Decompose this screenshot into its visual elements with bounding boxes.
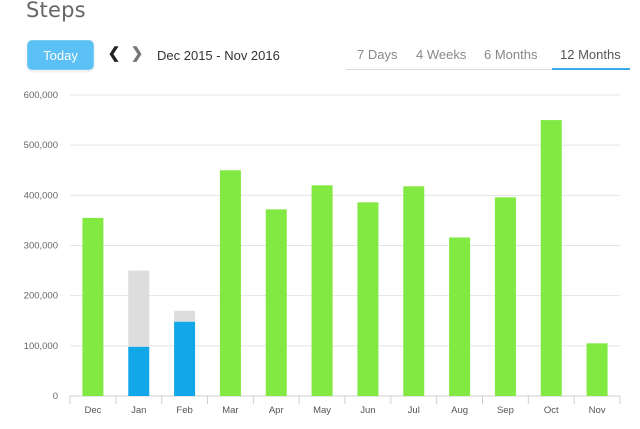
y-tick-label: 500,000 [24, 140, 58, 151]
bar [494, 197, 516, 396]
tab-12-months[interactable]: 12 Months [560, 47, 621, 62]
date-range-label: Dec 2015 - Nov 2016 [157, 48, 280, 63]
y-tick-label: 300,000 [24, 241, 58, 252]
bar [357, 202, 379, 396]
y-tick-label: 100,000 [24, 341, 58, 352]
y-tick-label: 200,000 [24, 291, 58, 302]
bar [540, 120, 562, 397]
y-tick-label: 400,000 [24, 190, 58, 201]
chevron-right-icon[interactable]: ❯ [130, 45, 144, 62]
bar-highlight [128, 346, 150, 396]
tab-6-months[interactable]: 6 Months [484, 47, 538, 62]
x-tick-label: Nov [589, 405, 606, 416]
x-tick-label: Dec [84, 405, 101, 416]
bar [219, 170, 241, 396]
y-tick-label: 0 [53, 391, 58, 402]
bar [586, 343, 608, 396]
x-tick-label: Feb [176, 405, 192, 416]
bar-remainder [174, 310, 196, 322]
chevron-left-icon[interactable]: ❮ [107, 45, 121, 62]
y-tick-label: 600,000 [24, 90, 58, 101]
steps-bar-chart: 0 100,000 200,000 300,000 400,000 500,000 600,… [24, 90, 621, 416]
bar [82, 217, 104, 396]
page-title: Steps [26, 0, 86, 22]
x-tick-label: Sep [497, 405, 514, 416]
x-tick-label: Jan [131, 405, 146, 416]
bar [265, 209, 287, 396]
tab-4-weeks[interactable]: 4 Weeks [416, 47, 467, 62]
x-tick-label: Apr [269, 405, 284, 416]
bar-highlight [174, 321, 196, 396]
x-tick-label: May [313, 405, 331, 416]
bar [449, 237, 471, 396]
bar-remainder [128, 270, 150, 347]
x-tick-label: Mar [222, 405, 238, 416]
bar [403, 186, 425, 396]
x-tick-label: Jun [360, 405, 375, 416]
tab-7-days[interactable]: 7 Days [357, 47, 398, 62]
x-tick-label: Oct [544, 405, 559, 416]
bar [311, 185, 333, 396]
x-tick-label: Jul [408, 405, 420, 416]
period-tabs: 7 Days 4 Weeks 6 Months 12 Months [346, 39, 630, 70]
active-tab-indicator [552, 68, 630, 70]
today-button[interactable]: Today [27, 40, 94, 70]
x-tick-label: Aug [451, 405, 468, 416]
